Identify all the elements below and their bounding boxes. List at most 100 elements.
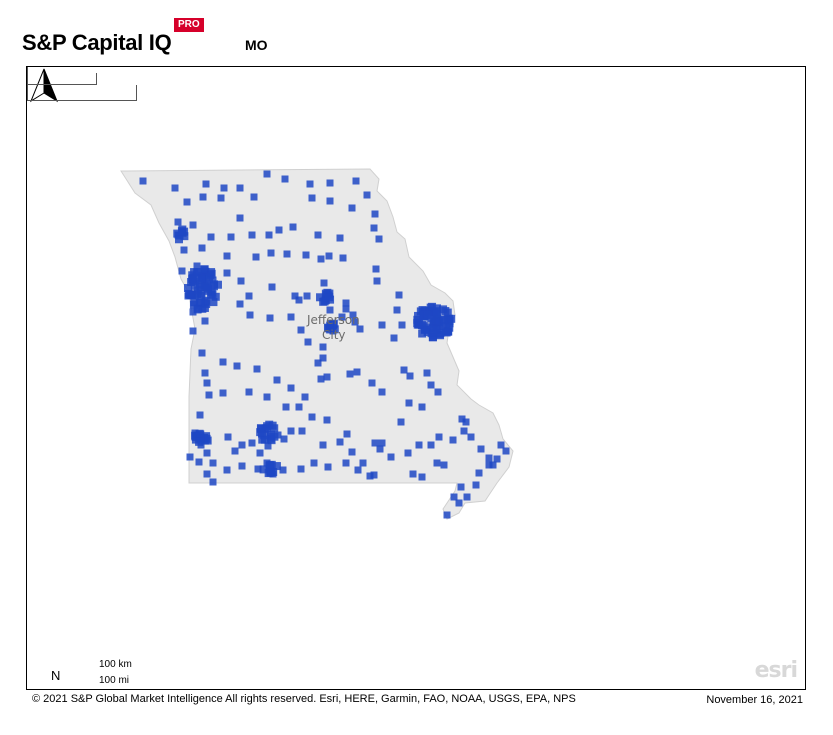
location-marker[interactable] [432,325,441,334]
location-marker[interactable] [246,311,254,319]
location-marker[interactable] [302,251,310,259]
location-marker[interactable] [264,442,272,450]
location-marker[interactable] [267,467,276,476]
location-marker[interactable] [263,393,271,401]
location-marker[interactable] [477,445,485,453]
location-marker[interactable] [317,255,325,263]
location-marker[interactable] [297,465,305,473]
location-marker[interactable] [421,325,430,334]
location-marker[interactable] [233,362,241,370]
location-marker[interactable] [325,252,333,260]
location-marker[interactable] [263,422,272,431]
location-marker[interactable] [295,296,303,304]
location-marker[interactable] [405,399,413,407]
location-marker[interactable] [493,455,501,463]
location-marker[interactable] [336,438,344,446]
location-marker[interactable] [423,369,431,377]
location-marker[interactable] [209,282,218,291]
location-marker[interactable] [371,210,379,218]
location-marker[interactable] [201,317,209,325]
location-marker[interactable] [198,349,206,357]
location-marker[interactable] [387,453,395,461]
location-marker[interactable] [373,277,381,285]
location-marker[interactable] [418,403,426,411]
location-marker[interactable] [245,292,253,300]
location-marker[interactable] [368,379,376,387]
location-marker[interactable] [209,298,218,307]
location-marker[interactable] [219,389,227,397]
location-marker[interactable] [458,415,466,423]
location-marker[interactable] [314,231,322,239]
location-marker[interactable] [441,323,450,332]
location-marker[interactable] [326,325,335,334]
location-marker[interactable] [180,232,189,241]
location-marker[interactable] [370,224,378,232]
location-marker[interactable] [319,441,327,449]
location-marker[interactable] [502,447,510,455]
location-marker[interactable] [423,311,432,320]
location-marker[interactable] [427,441,435,449]
location-marker[interactable] [326,306,334,314]
location-marker[interactable] [254,465,262,473]
location-marker[interactable] [190,298,199,307]
location-marker[interactable] [435,433,443,441]
location-marker[interactable] [457,483,465,491]
location-marker[interactable] [248,439,256,447]
location-marker[interactable] [363,191,371,199]
location-marker[interactable] [270,424,279,433]
location-marker[interactable] [223,269,231,277]
location-marker[interactable] [329,319,338,328]
location-marker[interactable] [198,244,206,252]
location-marker[interactable] [472,481,480,489]
location-marker[interactable] [467,433,475,441]
location-marker[interactable] [203,379,211,387]
location-marker[interactable] [301,393,309,401]
location-marker[interactable] [139,177,147,185]
location-marker[interactable] [220,184,228,192]
location-marker[interactable] [393,306,401,314]
location-marker[interactable] [346,370,354,378]
location-marker[interactable] [236,214,244,222]
location-marker[interactable] [449,436,457,444]
location-marker[interactable] [372,265,380,273]
location-marker[interactable] [398,321,406,329]
location-marker[interactable] [339,254,347,262]
location-marker[interactable] [351,318,359,326]
location-marker[interactable] [236,300,244,308]
location-marker[interactable] [193,305,202,314]
location-marker[interactable] [258,435,267,444]
location-marker[interactable] [413,320,422,329]
location-marker[interactable] [378,439,386,447]
location-marker[interactable] [354,466,362,474]
location-marker[interactable] [323,416,331,424]
location-marker[interactable] [475,469,483,477]
location-marker[interactable] [439,305,448,314]
location-marker[interactable] [428,302,437,311]
location-marker[interactable] [413,315,422,324]
location-marker[interactable] [390,334,398,342]
location-marker[interactable] [371,439,379,447]
location-marker[interactable] [268,283,276,291]
location-marker[interactable] [450,493,458,501]
location-marker[interactable] [200,265,209,274]
location-marker[interactable] [291,292,299,300]
location-marker[interactable] [433,459,441,467]
location-marker[interactable] [193,262,201,270]
location-marker[interactable] [320,279,328,287]
location-marker[interactable] [224,433,232,441]
location-marker[interactable] [245,388,253,396]
location-marker[interactable] [193,268,202,277]
location-marker[interactable] [253,365,261,373]
location-marker[interactable] [267,249,275,257]
location-marker[interactable] [343,430,351,438]
location-marker[interactable] [330,325,339,334]
location-marker[interactable] [272,462,281,471]
location-marker[interactable] [406,372,414,380]
location-marker[interactable] [427,381,435,389]
location-marker[interactable] [195,280,204,289]
location-marker[interactable] [183,198,191,206]
location-marker[interactable] [432,307,441,316]
location-marker[interactable] [209,276,217,284]
location-marker[interactable] [231,447,239,455]
location-marker[interactable] [252,253,260,261]
